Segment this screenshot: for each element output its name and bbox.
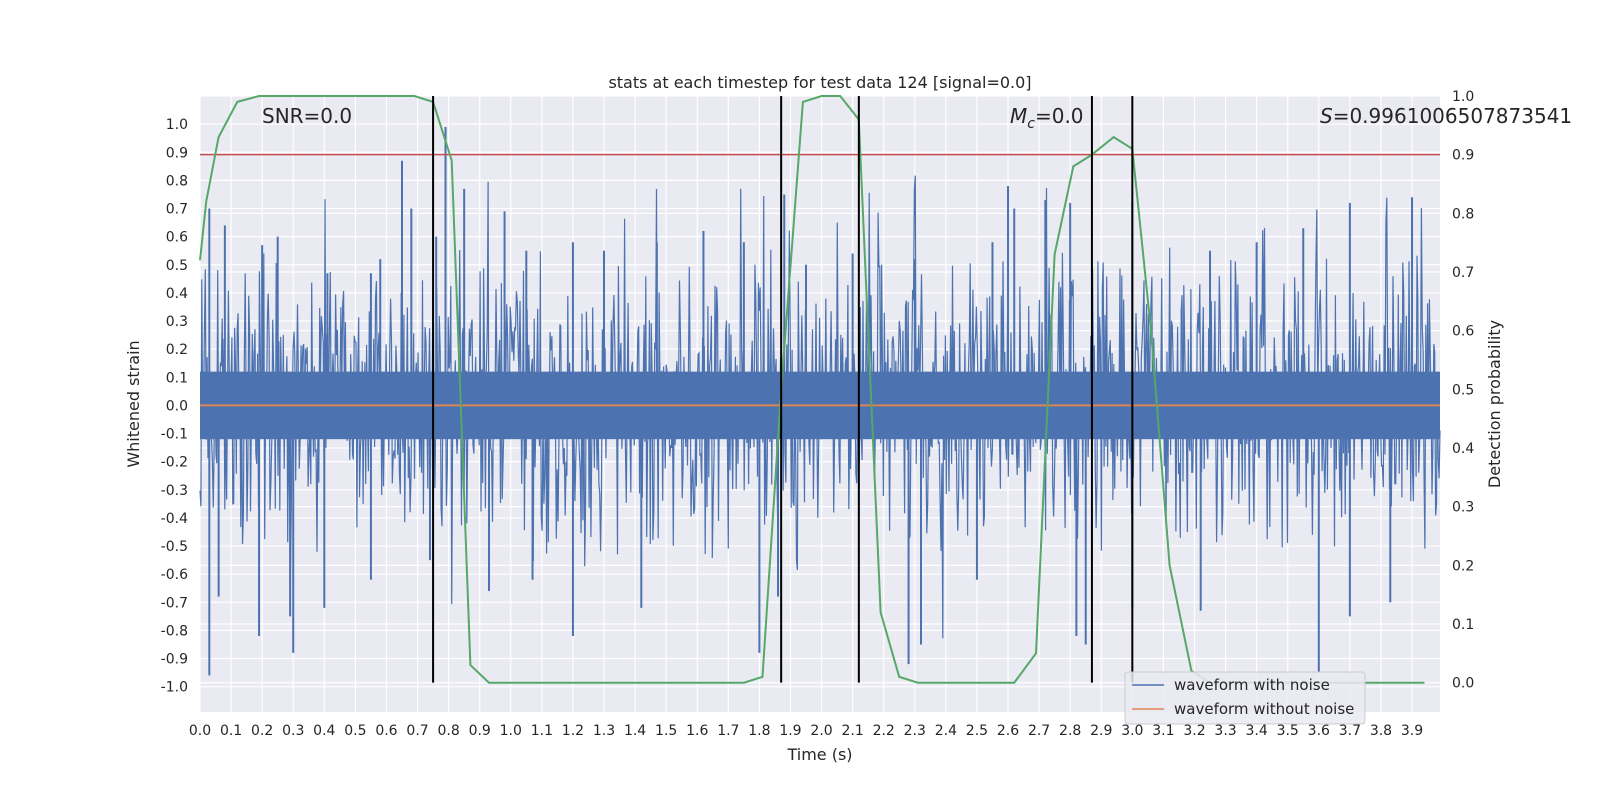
s-annotation: S=0.9961006507873541 (1320, 104, 1572, 128)
y2-tick-label: 0.9 (1452, 148, 1474, 164)
x-tick-label: 2.4 (935, 723, 957, 739)
waveform-with-noise-series (199, 126, 1441, 676)
x-tick-label: 2.6 (997, 723, 1019, 739)
x-tick-label: 2.7 (1028, 723, 1050, 739)
y-tick-label: 0.2 (166, 342, 188, 358)
axis-ticks: 0.0 0.1 0.2 0.3 0.4 0.5 0.6 0.7 0.8 0.9 1.0 1.1 1.2 1… (161, 89, 1475, 739)
x-tick-label: 3.5 (1277, 723, 1299, 739)
y-tick-label: -0.6 (161, 567, 188, 583)
x-tick-label: 1.6 (686, 723, 708, 739)
x-tick-label: 0.7 (406, 723, 428, 739)
mc-annotation: Mc=0.0 (1010, 104, 1084, 132)
x-tick-label: 1.7 (717, 723, 739, 739)
y-tick-label: -0.3 (161, 483, 188, 499)
vertical-markers (432, 96, 1134, 683)
legend: waveform with noise waveform without noi… (1124, 671, 1366, 725)
x-tick-label: 1.5 (655, 723, 677, 739)
y2-tick-label: 0.1 (1452, 617, 1474, 633)
x-tick-label: 2.1 (841, 723, 863, 739)
x-tick-label: 1.8 (748, 723, 770, 739)
x-tick-label: 3.9 (1401, 723, 1423, 739)
y-tick-label: -0.2 (161, 455, 188, 471)
y2-tick-label: 0.3 (1452, 500, 1474, 516)
x-tick-label: 2.0 (810, 723, 832, 739)
y-tick-label: -0.9 (161, 652, 188, 668)
y-axis-label: Whitened strain (124, 340, 143, 467)
x-tick-label: 3.2 (1183, 723, 1205, 739)
y2-tick-label: 0.7 (1452, 265, 1474, 281)
y-tick-label: 0.0 (166, 398, 188, 414)
x-tick-label: 1.2 (562, 723, 584, 739)
y-tick-label: -0.7 (161, 595, 188, 611)
x-tick-label: 2.3 (904, 723, 926, 739)
y2-tick-label: 0.8 (1452, 206, 1474, 222)
y-tick-label: 0.5 (166, 258, 188, 274)
s-value: =0.9961006507873541 (1333, 104, 1572, 128)
y2-tick-label: 1.0 (1452, 89, 1474, 105)
legend-label-noise: waveform with noise (1174, 676, 1330, 694)
y2-tick-label: 0.4 (1452, 441, 1474, 457)
x-tick-label: 3.1 (1152, 723, 1174, 739)
y-tick-label: 0.6 (166, 230, 188, 246)
x-tick-label: 1.0 (500, 723, 522, 739)
y-tick-label: 1.0 (166, 117, 188, 133)
x-tick-label: 3.8 (1370, 723, 1392, 739)
chart-title: stats at each timestep for test data 124… (608, 73, 1031, 92)
y-tick-label: -0.8 (161, 623, 188, 639)
y2-tick-label: 0.0 (1452, 676, 1474, 692)
x-tick-label: 3.3 (1214, 723, 1236, 739)
s-symbol: S (1320, 104, 1333, 128)
y2-tick-label: 0.5 (1452, 382, 1474, 398)
y-tick-label: 0.7 (166, 202, 188, 218)
y-tick-label: -0.1 (161, 427, 188, 443)
x-tick-label: 0.9 (469, 723, 491, 739)
y-tick-label: 0.1 (166, 370, 188, 386)
mc-subscript: c (1027, 116, 1035, 132)
x-tick-label: 1.4 (624, 723, 646, 739)
y-tick-label: 0.4 (166, 286, 188, 302)
legend-box (1124, 671, 1366, 725)
y-tick-label: -0.5 (161, 539, 188, 555)
x-tick-label: 2.9 (1090, 723, 1112, 739)
y-tick-label: 0.3 (166, 314, 188, 330)
mc-symbol: M (1010, 104, 1027, 128)
snr-annotation: SNR=0.0 (262, 104, 352, 128)
y-tick-label: -1.0 (161, 680, 188, 696)
y2-axis-label: Detection probability (1485, 320, 1504, 488)
x-tick-label: 0.1 (220, 723, 242, 739)
legend-label-clean: waveform without noise (1174, 700, 1354, 718)
x-tick-label: 3.7 (1339, 723, 1361, 739)
x-tick-label: 2.8 (1059, 723, 1081, 739)
x-tick-label: 0.4 (313, 723, 335, 739)
y-tick-label: 0.9 (166, 145, 188, 161)
mc-value: =0.0 (1035, 104, 1084, 128)
x-tick-label: 0.6 (375, 723, 397, 739)
y-tick-label: 0.8 (166, 173, 188, 189)
y2-tick-label: 0.2 (1452, 558, 1474, 574)
y2-tick-label: 0.6 (1452, 324, 1474, 340)
y-tick-label: -0.4 (161, 511, 188, 527)
x-tick-label: 0.0 (189, 723, 211, 739)
x-tick-label: 3.0 (1121, 723, 1143, 739)
x-tick-label: 1.1 (531, 723, 553, 739)
x-tick-label: 1.9 (779, 723, 801, 739)
x-tick-label: 2.2 (873, 723, 895, 739)
x-tick-label: 0.8 (437, 723, 459, 739)
x-tick-label: 0.2 (251, 723, 273, 739)
x-axis-label: Time (s) (786, 745, 852, 764)
x-tick-label: 0.3 (282, 723, 304, 739)
x-tick-label: 3.4 (1246, 723, 1268, 739)
x-tick-label: 3.6 (1308, 723, 1330, 739)
x-tick-label: 1.3 (593, 723, 615, 739)
x-tick-label: 2.5 (966, 723, 988, 739)
x-tick-label: 0.5 (344, 723, 366, 739)
